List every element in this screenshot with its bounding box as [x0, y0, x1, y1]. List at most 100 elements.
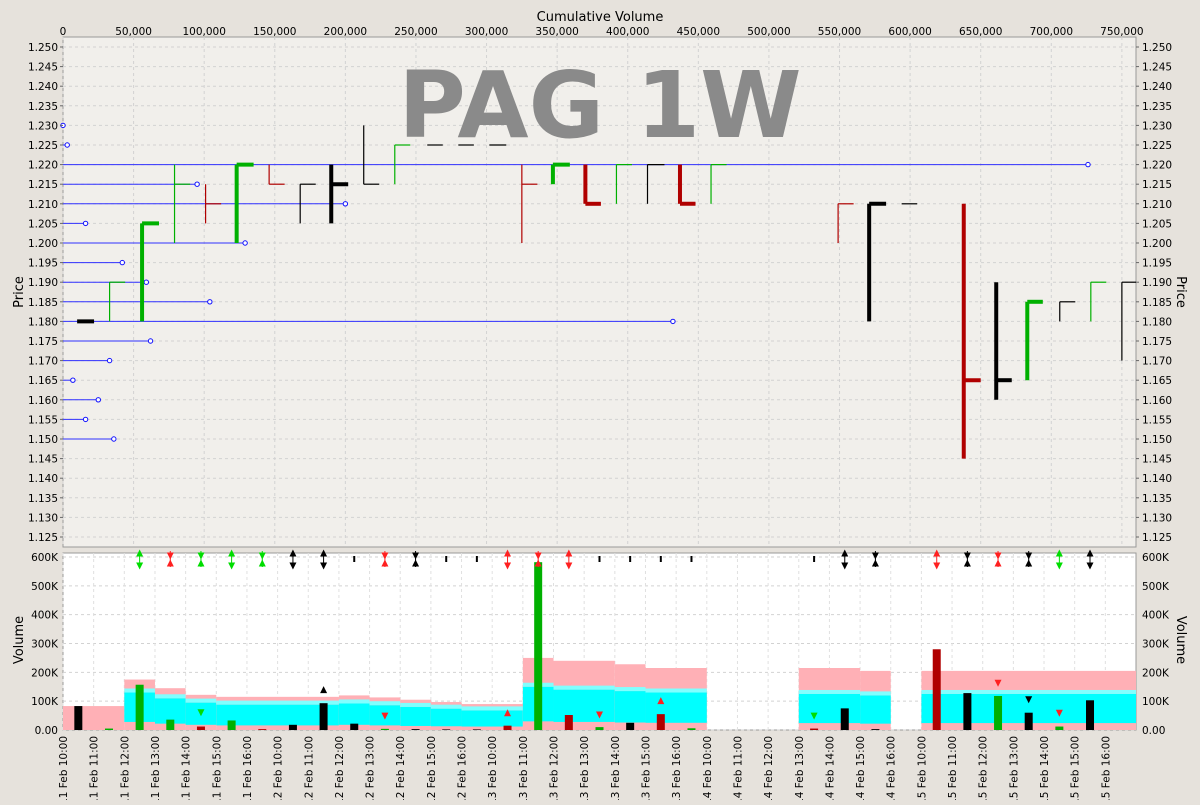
volume-bar — [534, 562, 543, 730]
volume-bar — [595, 727, 604, 730]
volume-marker-triangle — [136, 562, 144, 570]
price-tick-label-right: 1.140 — [1142, 473, 1172, 485]
volume-marker-triangle — [504, 549, 512, 557]
volume-marker-triangle — [1025, 559, 1033, 567]
price-tick-label-right: 1.150 — [1142, 434, 1172, 446]
volume-bar — [196, 726, 205, 730]
price-tick-label-right: 1.165 — [1142, 375, 1172, 387]
x-tick-label: 200,000 — [324, 26, 367, 38]
volume-tick-label-left: 400K — [31, 610, 59, 622]
volume-marker-triangle — [1055, 562, 1063, 570]
volume-at-price-marker — [242, 240, 248, 246]
volume-marker-triangle — [381, 552, 389, 560]
price-axis-title-right: Price — [1173, 276, 1188, 308]
time-tick-label: 14 Feb 12:00 — [763, 736, 775, 800]
price-tick-label-right: 1.135 — [1142, 493, 1172, 505]
volume-band-cyan — [860, 695, 891, 724]
volume-marker-triangle — [197, 552, 205, 560]
volume-marker-triangle — [258, 559, 266, 567]
x-tick-label: 500,000 — [747, 26, 790, 38]
volume-at-price-marker — [111, 436, 117, 442]
volume-marker-triangle — [1086, 562, 1094, 570]
volume-marker-triangle — [994, 552, 1002, 560]
price-tick-label-right: 1.125 — [1142, 532, 1172, 544]
volume-marker-triangle — [320, 562, 328, 570]
x-tick-label: 100,000 — [182, 26, 225, 38]
time-tick-label: 12 Feb 10:00 — [273, 736, 285, 800]
volume-markers — [136, 549, 1094, 720]
time-tick-label: 15 Feb 11:00 — [947, 736, 959, 800]
volume-marker-triangle — [412, 552, 420, 560]
volume-marker-triangle — [994, 559, 1002, 567]
volume-tick-label-left: 500K — [31, 581, 59, 593]
price-tick-label-left: 1.250 — [28, 42, 58, 54]
volume-bar — [1024, 712, 1033, 730]
time-tick-label: 12 Feb 13:00 — [365, 736, 377, 800]
price-tick-label-left: 1.170 — [28, 356, 58, 368]
price-tick-label-right: 1.210 — [1142, 199, 1172, 211]
volume-bar — [626, 722, 635, 730]
price-tick-label-left: 1.150 — [28, 434, 58, 446]
x-tick-label: 0 — [60, 26, 67, 38]
price-tick-label-right: 1.170 — [1142, 356, 1172, 368]
volume-marker-triangle — [136, 549, 144, 557]
volume-at-price-marker — [1085, 161, 1091, 168]
price-tick-label-right: 1.225 — [1142, 140, 1172, 152]
price-tick-label-left: 1.135 — [28, 493, 58, 505]
volume-band-cyan-edge — [216, 700, 339, 705]
price-tick-label-left: 1.165 — [28, 375, 58, 387]
volume-band-cyan-edge — [400, 702, 431, 707]
volume-bar — [1055, 726, 1064, 730]
volume-bar — [656, 714, 665, 730]
volume-marker-triangle — [565, 562, 573, 570]
x-tick-label: 250,000 — [394, 26, 437, 38]
volume-marker-triangle — [596, 711, 603, 719]
time-tick-label: 12 Feb 14:00 — [395, 736, 407, 800]
volume-tick-label-right: 200K — [1142, 667, 1170, 679]
volume-bar — [227, 720, 236, 730]
price-tick-label-right: 1.195 — [1142, 258, 1172, 270]
volume-marker-triangle — [810, 712, 818, 720]
volume-marker-triangle — [1025, 696, 1033, 704]
x-axis-title: Cumulative Volume — [537, 10, 664, 25]
time-tick-label: 15 Feb 10:00 — [916, 736, 928, 800]
volume-bars — [74, 562, 1095, 730]
volume-bar — [564, 715, 573, 730]
time-tick-label: 12 Feb 12:00 — [334, 736, 346, 800]
volume-marker-triangle — [841, 549, 849, 557]
volume-marker-triangle — [933, 562, 941, 570]
time-tick-label: 15 Feb 16:00 — [1100, 736, 1112, 800]
volume-tick-label-left: 200K — [31, 667, 59, 679]
volume-tick-label-right: 0.00 — [1142, 725, 1165, 737]
volume-bar — [380, 728, 389, 730]
time-tick-label: 11 Feb 13:00 — [150, 736, 162, 800]
volume-marker-triangle — [933, 549, 941, 557]
volume-tick-label-right: 100K — [1142, 696, 1170, 708]
price-tick-label-right: 1.235 — [1142, 101, 1172, 113]
axes: 1.125 1.125 1.130 1.130 1.135 1.135 1.140 1.140… — [28, 26, 1172, 805]
x-tick-label: 650,000 — [959, 26, 1002, 38]
price-tick-label-left: 1.195 — [28, 258, 58, 270]
volume-bar — [1086, 700, 1095, 730]
x-tick-label: 700,000 — [1030, 26, 1073, 38]
time-tick-label: 13 Feb 10:00 — [487, 736, 499, 800]
x-tick-label: 50,000 — [115, 26, 152, 38]
x-tick-label: 300,000 — [465, 26, 508, 38]
price-tick-label-right: 1.250 — [1142, 42, 1172, 54]
time-tick-label: 11 Feb 11:00 — [89, 736, 101, 800]
volume-marker-triangle — [228, 549, 236, 557]
volume-band-cyan — [645, 692, 707, 723]
volume-marker-triangle — [320, 686, 328, 694]
volume-bar — [135, 684, 144, 730]
volume-at-price-marker — [95, 397, 101, 403]
volume-band-cyan — [614, 691, 646, 723]
price-tick-label-left: 1.190 — [28, 277, 58, 289]
volume-band-cyan — [338, 703, 370, 725]
volume-marker-triangle — [534, 552, 542, 560]
time-tick-label: 12 Feb 11:00 — [303, 736, 315, 800]
volume-tick-label-right: 600K — [1142, 552, 1170, 564]
price-tick-label-right: 1.145 — [1142, 454, 1172, 466]
price-tick-label-left: 1.130 — [28, 512, 58, 524]
volume-bar — [166, 719, 175, 730]
time-tick-label: 12 Feb 15:00 — [426, 736, 438, 800]
